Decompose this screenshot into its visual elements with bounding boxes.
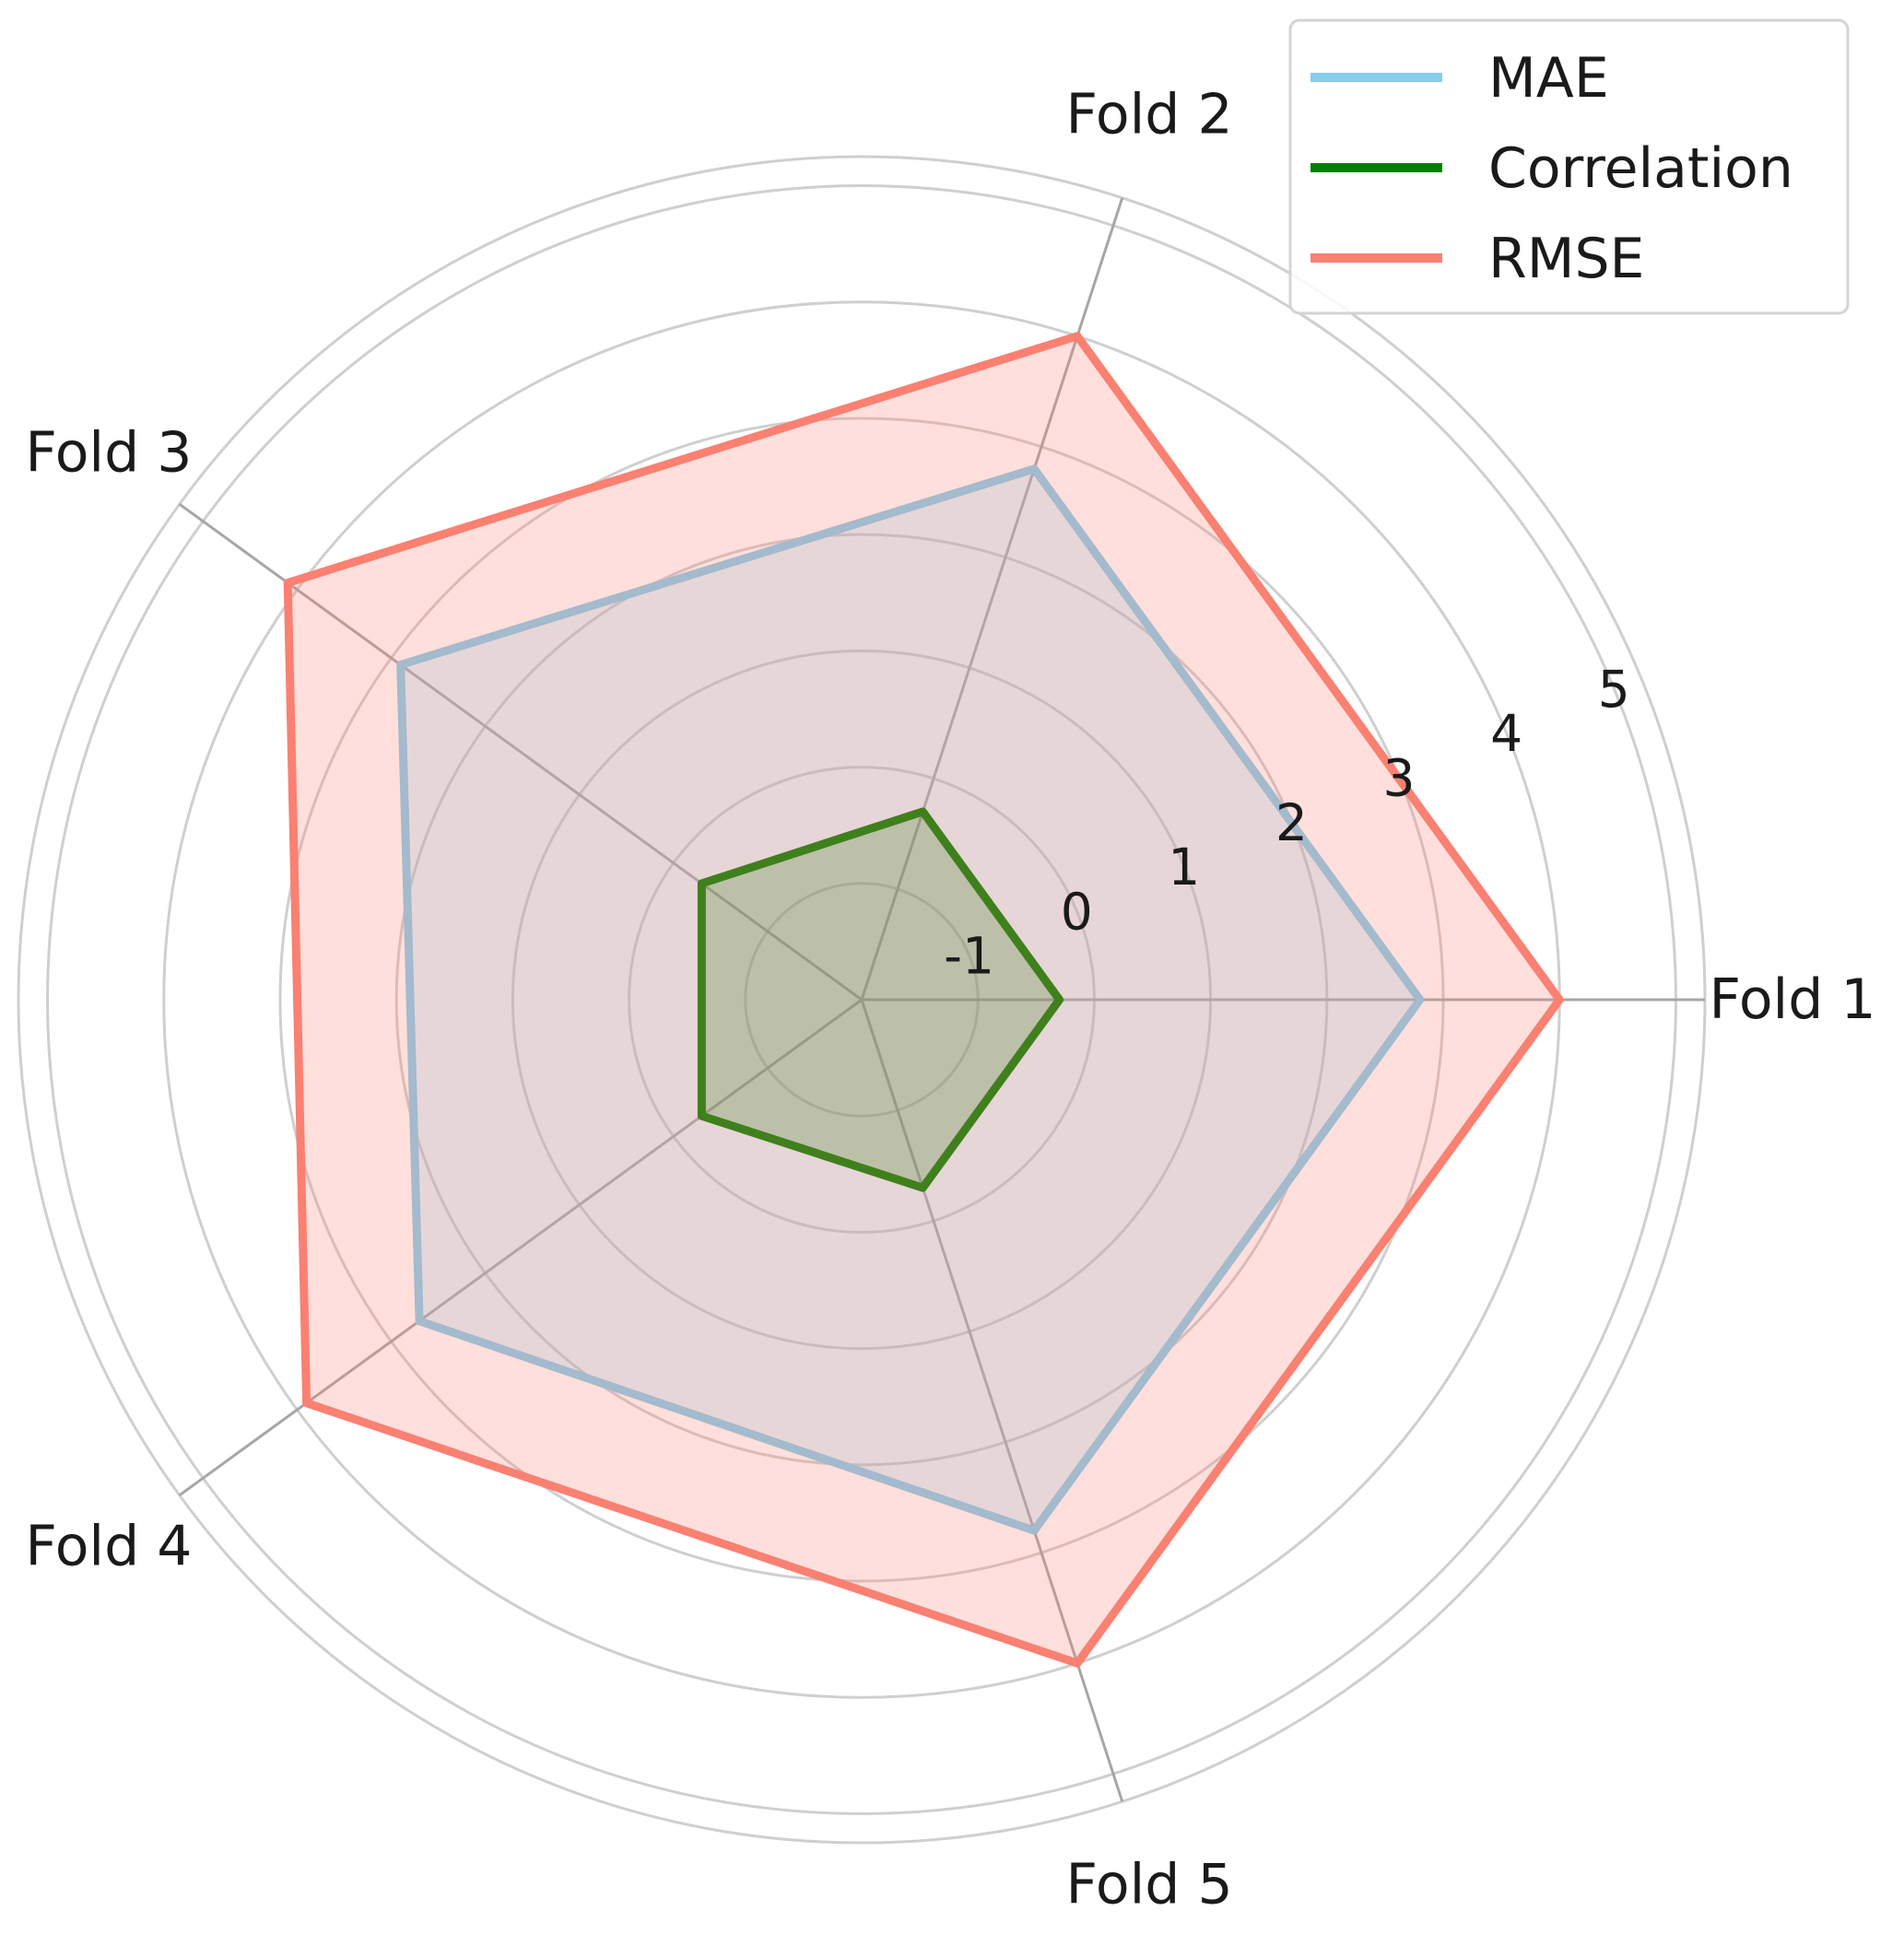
- category-label: Fold 1: [1709, 967, 1875, 1032]
- radial-tick-label: 2: [1275, 793, 1308, 852]
- legend-label: RMSE: [1488, 227, 1644, 291]
- legend-frame: [1288, 18, 1850, 315]
- radial-tick-label: 5: [1598, 660, 1630, 719]
- grid-spoke: [860, 197, 1124, 1001]
- radial-tick-label: 3: [1382, 749, 1415, 808]
- series-line-mae: [396, 464, 1425, 1535]
- series-fill-correlation: [701, 811, 1060, 1189]
- grid-spoke: [860, 999, 1124, 1802]
- category-label: Fold 5: [1066, 1853, 1233, 1917]
- grid-spoke: [178, 502, 863, 1002]
- radial-tick-label: 0: [1061, 882, 1093, 941]
- radar-grid: [17, 155, 1707, 1845]
- grid-spoke: [178, 998, 863, 1497]
- category-label: Fold 2: [1066, 82, 1233, 147]
- series-fill-mae: [400, 468, 1420, 1531]
- legend: MAE Correlation RMSE: [1288, 18, 1850, 315]
- radar-series-layer: [283, 332, 1564, 1668]
- radial-tick-label: 1: [1168, 838, 1200, 897]
- series-line-correlation: [697, 807, 1064, 1192]
- radial-tick-label: 4: [1490, 704, 1522, 763]
- category-labels: Fold 1 Fold 2 Fold 3 Fold 4 Fold 5: [25, 82, 1875, 1916]
- legend-label: MAE: [1488, 46, 1609, 111]
- category-label: Fold 3: [25, 420, 192, 485]
- legend-label: Correlation: [1488, 136, 1793, 201]
- series-fill-rmse: [288, 335, 1560, 1664]
- radial-tick-label: -1: [944, 927, 994, 986]
- series-line-rmse: [283, 332, 1564, 1668]
- radial-tick-labels: -1 0 1 2 3 4 5: [944, 660, 1630, 986]
- category-label: Fold 4: [25, 1515, 192, 1579]
